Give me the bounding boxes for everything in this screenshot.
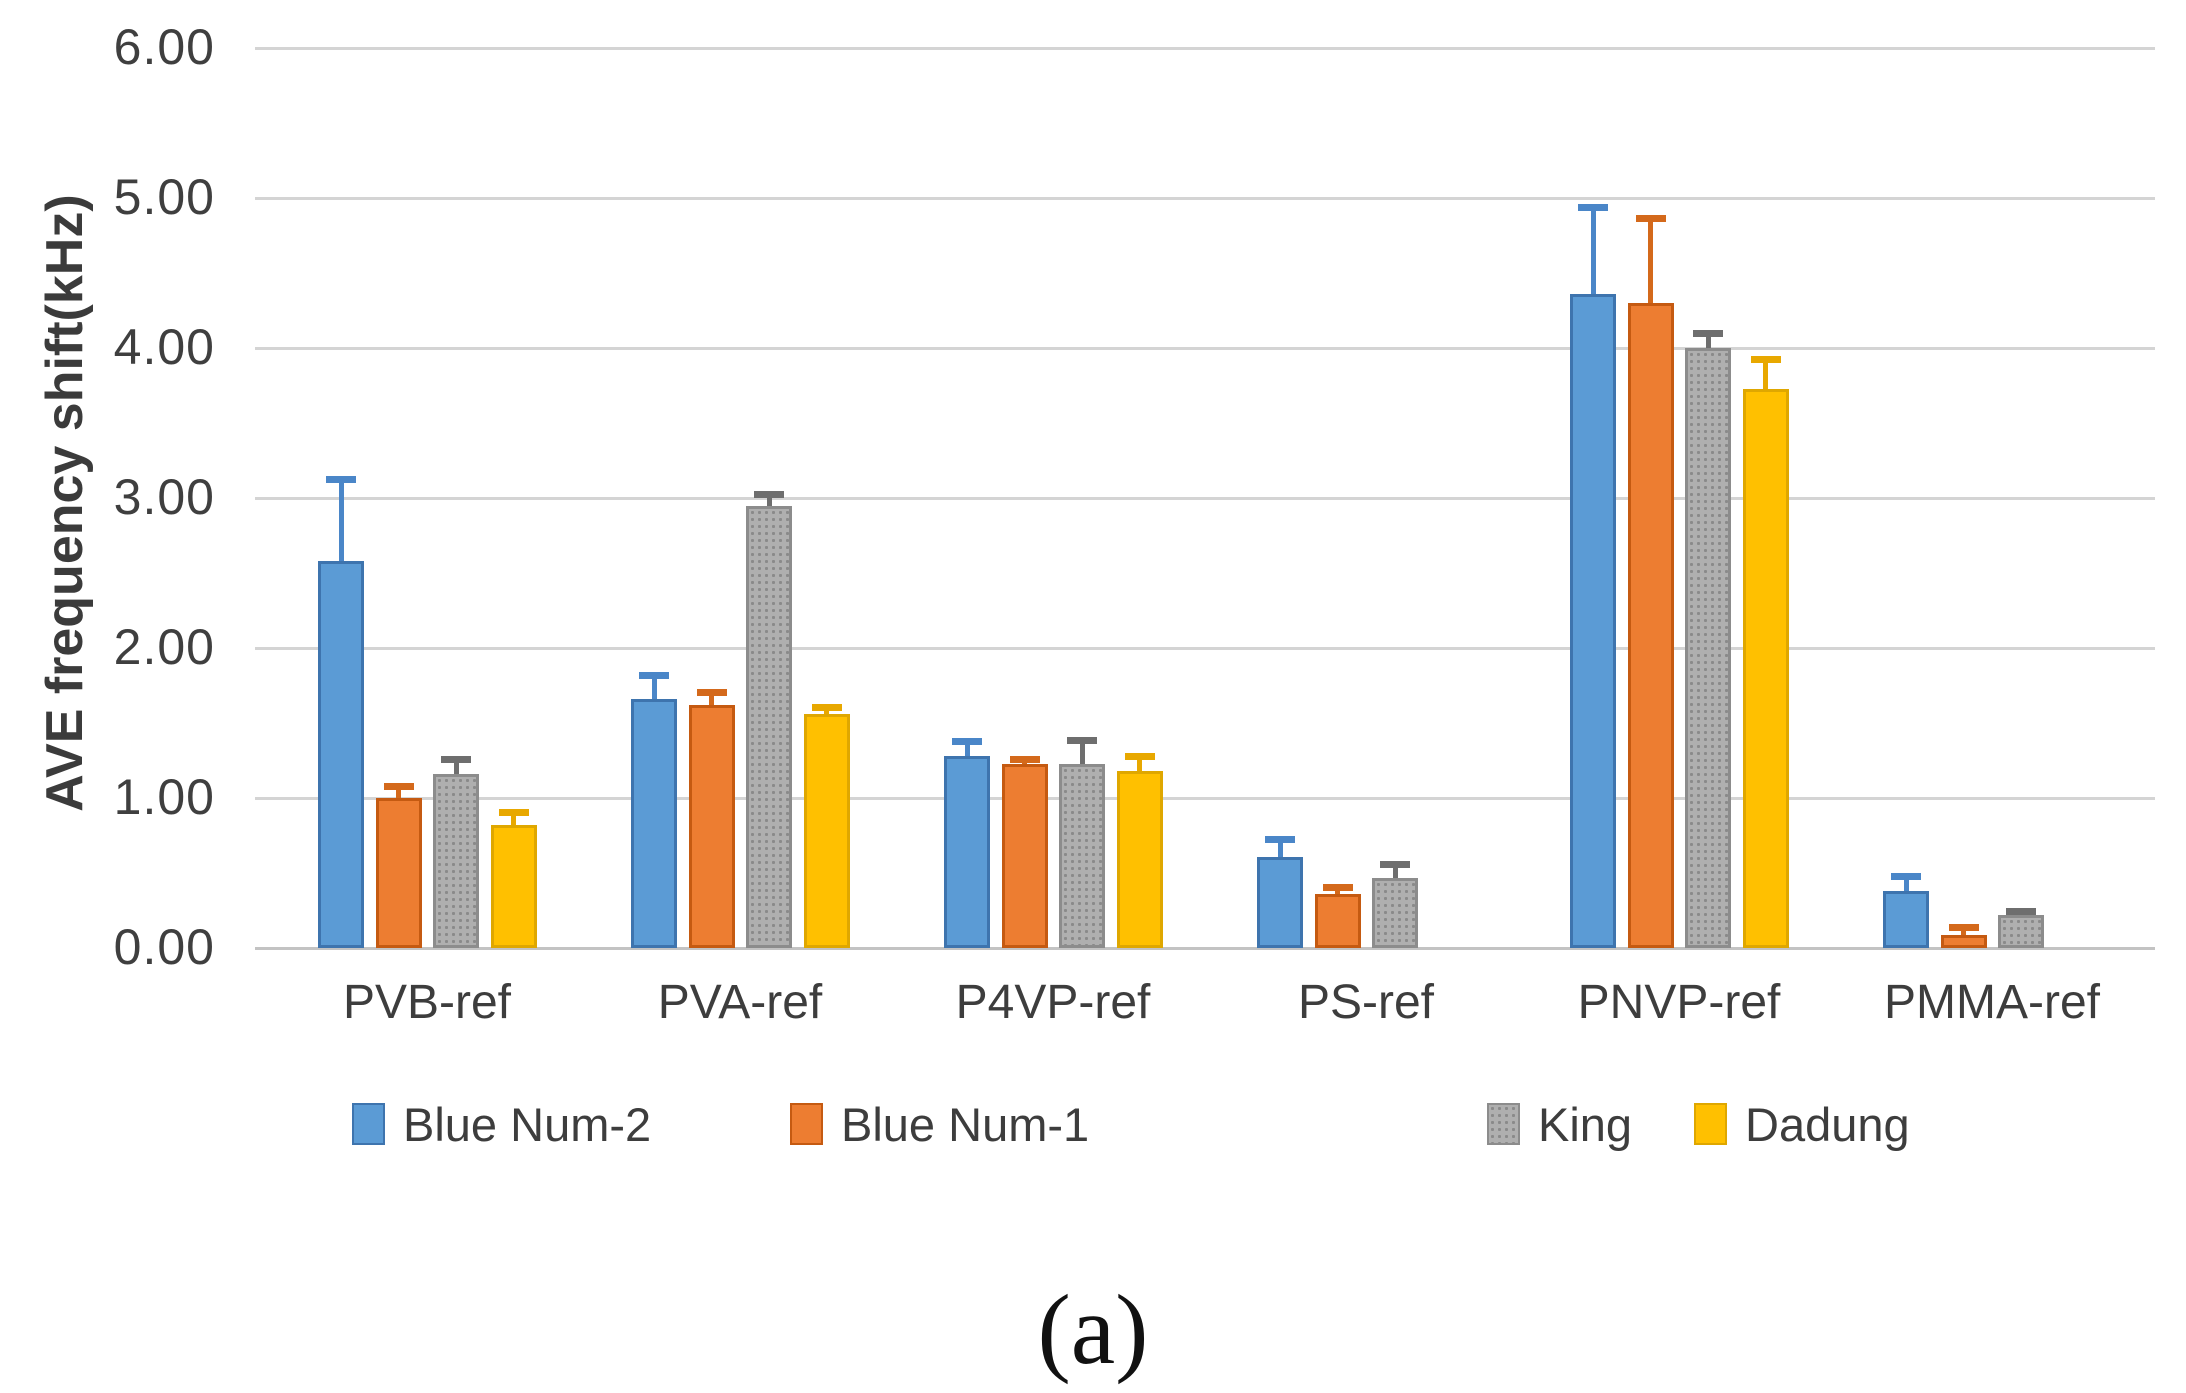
error-bar-cap: [952, 738, 982, 745]
bar-PNVP-ref-Blue Num-2: [1570, 294, 1616, 948]
bar-PS-ref-Blue Num-2: [1257, 856, 1303, 948]
error-bar-stem: [1590, 207, 1596, 294]
error-bar-cap: [1948, 924, 1979, 931]
x-tick-label-PNVP-ref: PNVP-ref: [1577, 976, 1781, 1029]
bar-PVB-ref-Dadung: [490, 825, 537, 948]
x-tick-label-PS-ref: PS-ref: [1297, 976, 1435, 1029]
bar-P4VP-ref-King: [1059, 763, 1105, 948]
x-tick-label-PMMA-ref: PMMA-ref: [1884, 976, 2100, 1029]
legend-item-Blue Num-1: Blue Num-1: [790, 1097, 1090, 1151]
legend-swatch-King: [1487, 1103, 1520, 1145]
error-bar-stem: [1079, 739, 1085, 764]
legend-item-King: King: [1487, 1097, 1633, 1151]
bar-PVA-ref-King: [746, 505, 792, 948]
gridline-1.00: [255, 797, 2155, 800]
bar-PS-ref-Blue Num-1: [1314, 894, 1361, 948]
bar-PMMA-ref-Blue Num-1: [1940, 934, 1987, 948]
bar-P4VP-ref-Blue Num-2: [944, 756, 990, 948]
error-bar-cap: [1380, 861, 1410, 868]
bar-P4VP-ref-Blue Num-1: [1001, 763, 1048, 948]
error-bar-stem: [651, 675, 657, 699]
y-tick-label: 6.00: [113, 19, 215, 75]
error-bar-cap: [1067, 736, 1097, 744]
error-bar-cap: [1265, 835, 1295, 843]
bar-PVB-ref-Blue Num-2: [318, 561, 364, 948]
error-bar-cap: [1124, 753, 1155, 760]
legend-label-Blue Num-2: Blue Num-2: [403, 1097, 652, 1151]
bar-PVA-ref-Dadung: [803, 714, 850, 948]
error-bar-cap: [1578, 204, 1608, 211]
legend-label-Dadung: Dadung: [1745, 1097, 1910, 1151]
error-bar-cap: [498, 808, 529, 816]
bar-PNVP-ref-Dadung: [1742, 388, 1789, 948]
gridline-6.00: [255, 47, 2155, 50]
legend-item-Blue Num-2: Blue Num-2: [352, 1097, 652, 1151]
legend-swatch-Blue Num-1: [790, 1103, 823, 1145]
error-bar-stem: [709, 691, 714, 705]
error-bar-cap: [326, 475, 356, 483]
figure-caption: (a): [1037, 1274, 1149, 1385]
error-bar-cap: [2006, 907, 2036, 915]
error-bar-stem: [766, 493, 772, 506]
bar-PMMA-ref-Blue Num-2: [1883, 891, 1929, 948]
bar-PNVP-ref-King: [1685, 348, 1731, 948]
error-bar-cap: [441, 756, 471, 763]
bar-PVA-ref-Blue Num-1: [688, 705, 735, 948]
error-bar-stem: [1392, 864, 1398, 878]
legend-item-Dadung: Dadung: [1694, 1097, 1910, 1151]
error-bar-cap: [639, 672, 669, 679]
y-tick-label: 0.00: [113, 919, 215, 975]
error-bar-cap: [696, 688, 727, 696]
y-tick-label: 2.00: [113, 619, 215, 675]
error-bar-stem: [1648, 217, 1653, 303]
legend-label-King: King: [1538, 1097, 1633, 1151]
error-bar-stem: [1277, 838, 1283, 857]
legend-label-Blue Num-1: Blue Num-1: [841, 1097, 1090, 1151]
error-bar-stem: [453, 759, 459, 774]
gridline-3.00: [255, 497, 2155, 500]
error-bar-cap: [811, 703, 842, 711]
error-bar-stem: [1705, 333, 1711, 348]
bar-PNVP-ref-Blue Num-1: [1627, 303, 1674, 948]
error-bar-cap: [754, 490, 784, 498]
bar-PMMA-ref-King: [1998, 915, 2044, 948]
x-tick-label-P4VP-ref: P4VP-ref: [955, 976, 1151, 1029]
error-bar-cap: [1635, 214, 1666, 222]
error-bar-cap: [1750, 355, 1781, 363]
bar-PVB-ref-Blue Num-1: [375, 798, 422, 948]
bar-P4VP-ref-Dadung: [1116, 771, 1163, 948]
error-bar-cap: [383, 783, 414, 790]
error-bar-stem: [338, 478, 344, 561]
x-tick-label-PVA-ref: PVA-ref: [657, 976, 823, 1029]
error-bar-cap: [1891, 873, 1921, 880]
error-bar-stem: [1763, 358, 1768, 389]
bar-PS-ref-King: [1372, 877, 1418, 948]
error-bar-stem: [396, 786, 401, 798]
gridline-5.00: [255, 197, 2155, 200]
bar-PVB-ref-King: [433, 774, 479, 948]
error-bar-cap: [1322, 883, 1353, 891]
y-tick-label: 3.00: [113, 469, 215, 525]
error-bar-stem: [1903, 876, 1909, 891]
error-bar-cap: [1009, 756, 1040, 763]
gridline-2.00: [255, 647, 2155, 650]
legend-swatch-Dadung: [1694, 1103, 1727, 1145]
y-tick-label: 5.00: [113, 169, 215, 225]
bar-PVA-ref-Blue Num-2: [631, 699, 677, 948]
legend-swatch-Blue Num-2: [352, 1103, 385, 1145]
gridline-4.00: [255, 347, 2155, 350]
y-tick-label: 4.00: [113, 319, 215, 375]
gridline-0.00: [255, 947, 2155, 950]
error-bar-stem: [511, 811, 516, 825]
x-tick-label-PVB-ref: PVB-ref: [342, 976, 512, 1029]
y-tick-label: 1.00: [113, 769, 215, 825]
error-bar-stem: [964, 741, 970, 756]
error-bar-stem: [1137, 756, 1142, 771]
error-bar-cap: [1693, 330, 1723, 337]
